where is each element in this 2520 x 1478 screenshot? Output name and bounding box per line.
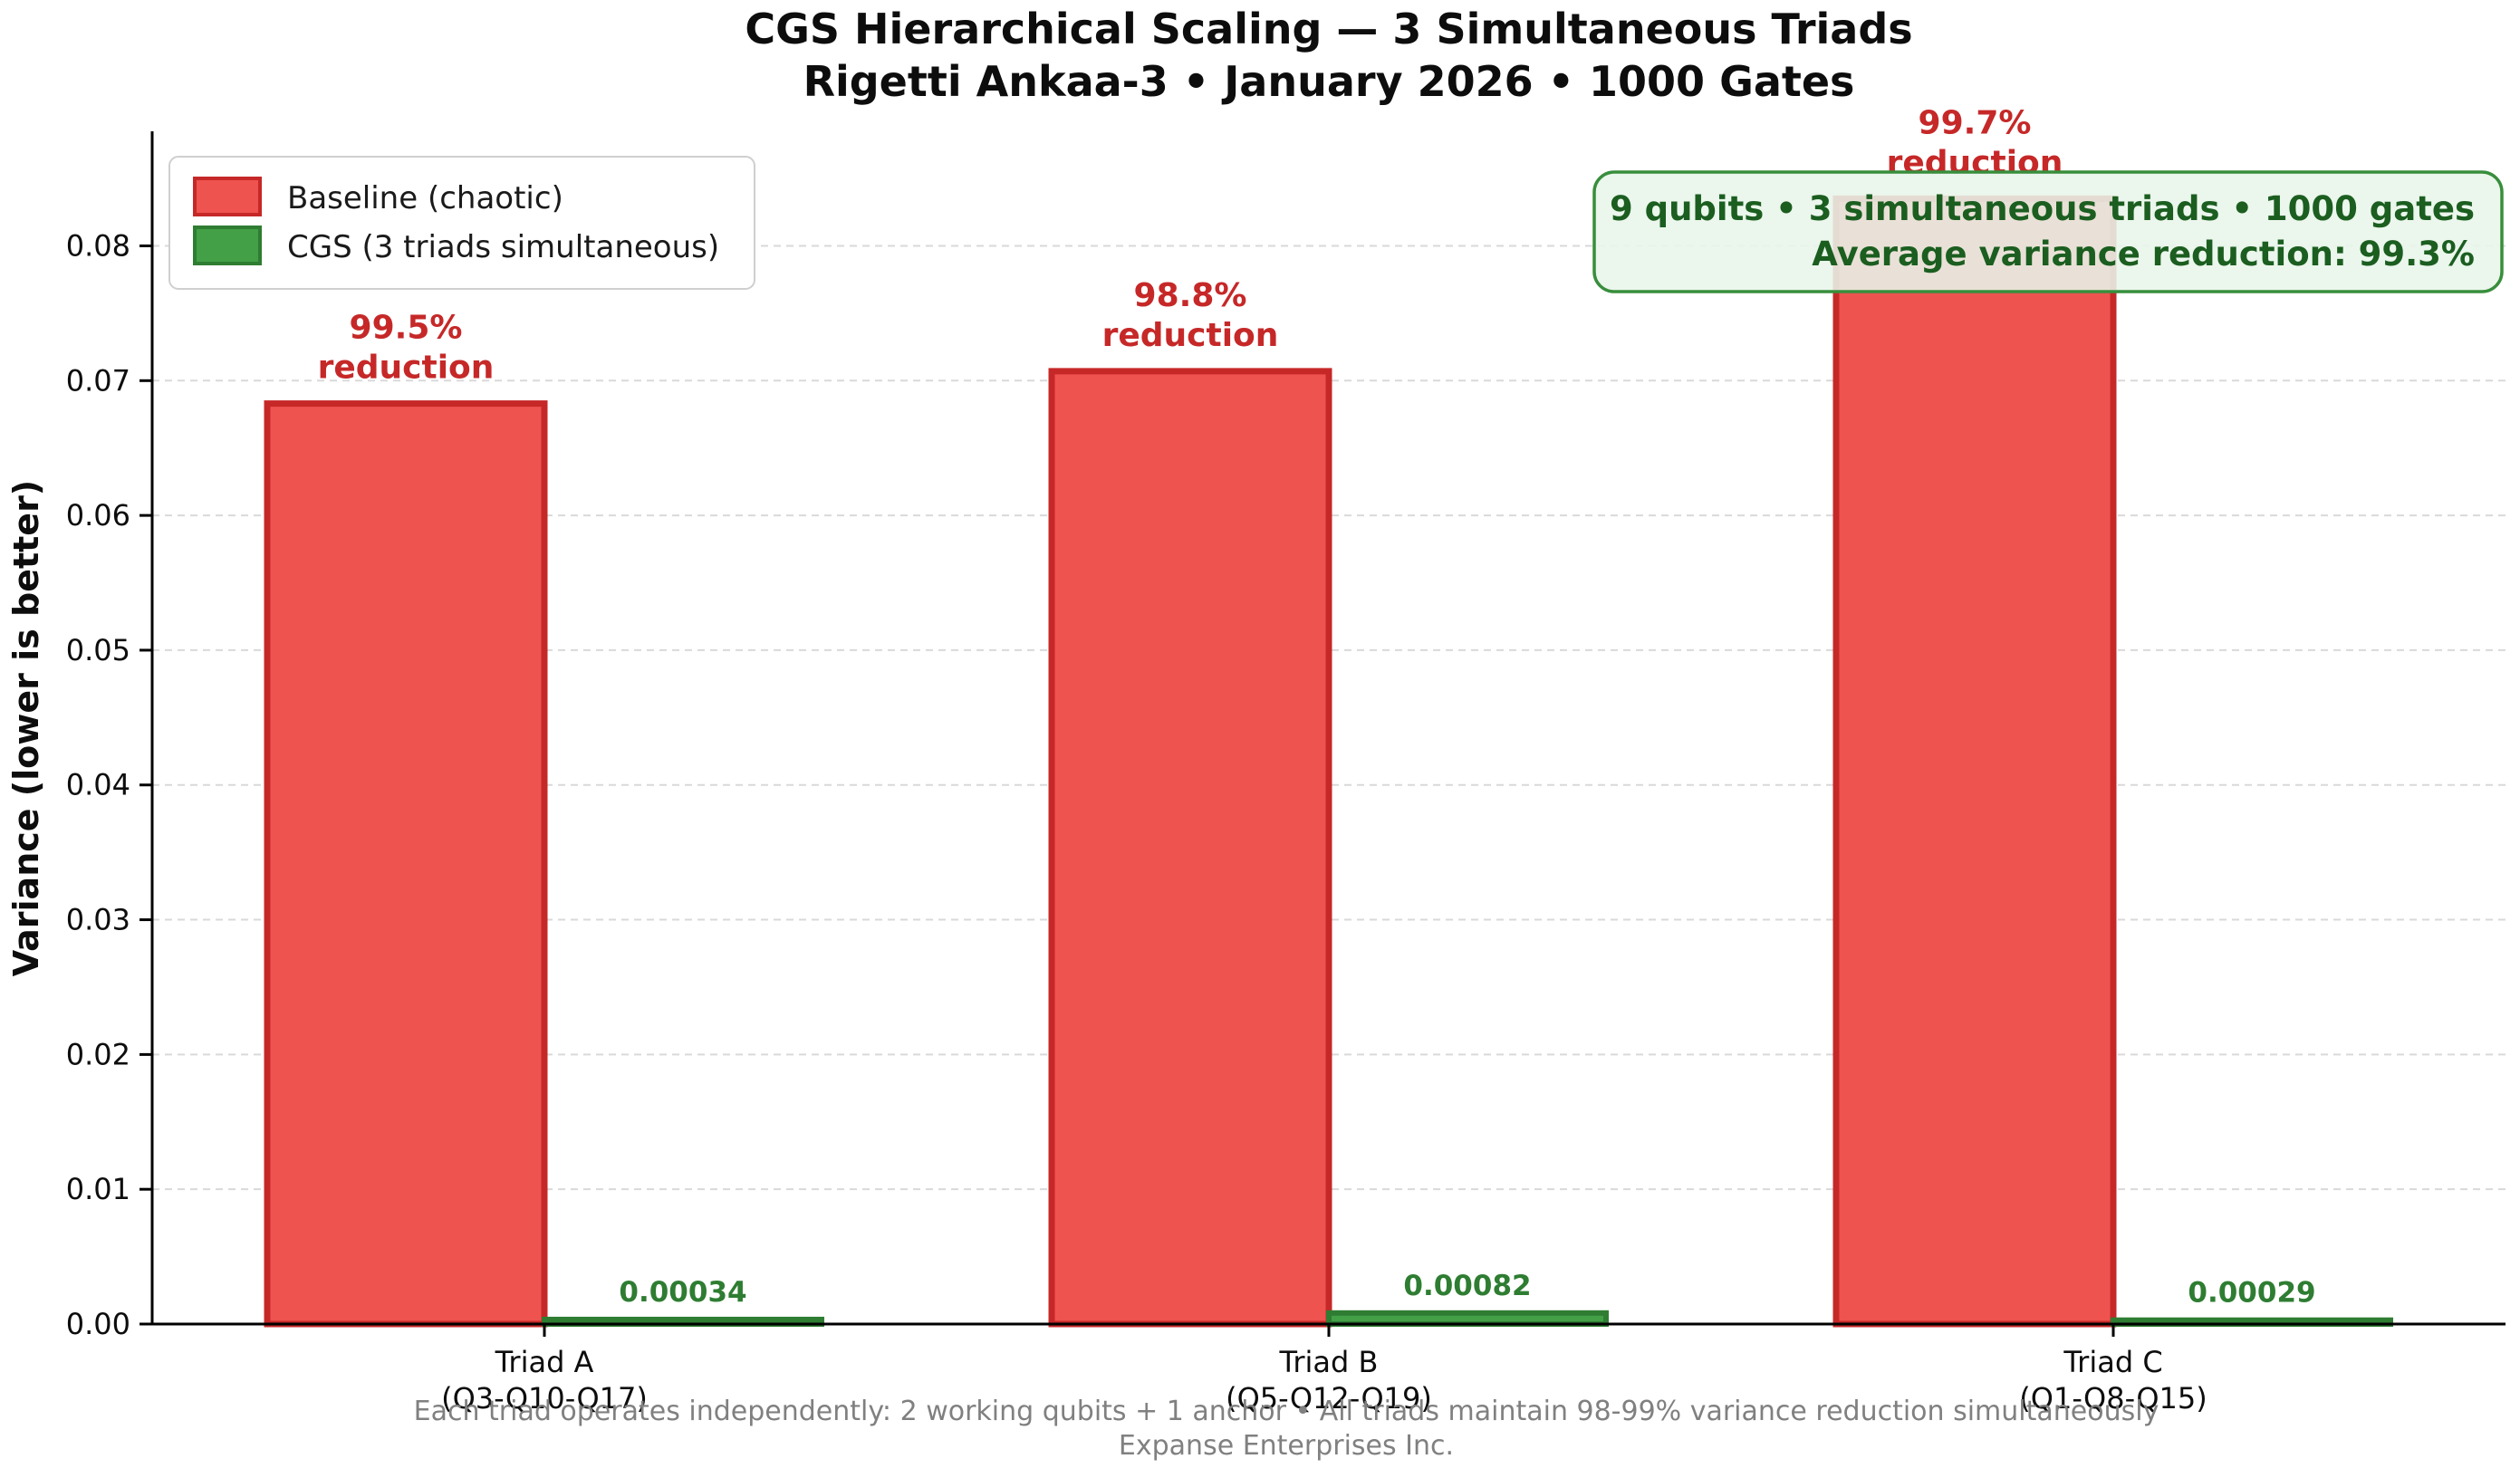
y-tick-label: 0.00 [66,1307,130,1341]
footer-company: Expanse Enterprises Inc. [1119,1430,1454,1462]
reduction-word-label: reduction [318,350,495,387]
cgs-value-label: 0.00029 [2188,1277,2315,1310]
legend: Baseline (chaotic) CGS (3 triads simulta… [168,156,755,290]
y-tick-label: 0.07 [66,363,130,398]
reduction-word-label: reduction [1102,317,1279,354]
cgs-value-label: 0.00082 [1403,1270,1531,1302]
x-tick-label-name: Triad C [2063,1345,2162,1379]
baseline-bar [264,400,548,1328]
y-tick-label: 0.08 [66,228,130,263]
x-tick-label-name: Triad A [495,1345,594,1379]
x-tick-label-qubits: (Q5-Q12-Q19) [1226,1381,1432,1416]
reduction-percent-label: 98.8% [1134,277,1247,314]
summary-info-box-background [1592,170,2504,293]
x-tick-label-qubits: (Q1-Q8-Q15) [2019,1381,2207,1416]
footer-caption: Each triad operates independently: 2 wor… [414,1396,2159,1427]
y-axis-label: Variance (lower is better) [6,480,46,976]
reduction-percent-label: 99.7% [1919,104,2032,141]
x-tick-label-qubits: (Q3-Q10-Q17) [441,1381,648,1416]
summary-line-2: Average variance reduction: 99.3% [1812,235,2475,274]
chart-title: CGS Hierarchical Scaling — 3 Simultaneou… [745,5,1912,53]
legend-label-cgs: CGS (3 triads simultaneous) [287,229,719,265]
summary-line-1: 9 qubits • 3 simultaneous triads • 1000 … [1610,189,2475,228]
reduction-percent-label: 99.5% [350,310,463,347]
cgs-value-label: 0.00034 [619,1276,746,1309]
y-tick-label: 0.03 [66,903,130,937]
chart-subtitle: Rigetti Ankaa-3 • January 2026 • 1000 Ga… [803,57,1855,106]
y-tick-label: 0.04 [66,768,130,802]
legend-box [168,156,755,290]
y-tick-label: 0.01 [66,1172,130,1206]
tick-layer: 0.00 0.01 0.02 0.03 0.04 0.05 0.06 0.07 0.08 Tria… [66,228,2207,1416]
bars-layer [264,195,2393,1328]
x-tick-label-name: Triad B [1279,1345,1379,1379]
legend-label-baseline: Baseline (chaotic) [287,180,563,216]
summary-info-box: 9 qubits • 3 simultaneous triads • 1000 … [1592,170,2504,293]
baseline-bar [1832,195,2117,1328]
legend-swatch-cgs [193,226,262,265]
baseline-bar [1048,368,1332,1328]
legend-swatch-baseline [193,177,262,216]
y-tick-label: 0.05 [66,633,130,667]
cgs-bar [1326,1310,1609,1327]
y-tick-label: 0.06 [66,498,130,533]
y-tick-label: 0.02 [66,1037,130,1071]
